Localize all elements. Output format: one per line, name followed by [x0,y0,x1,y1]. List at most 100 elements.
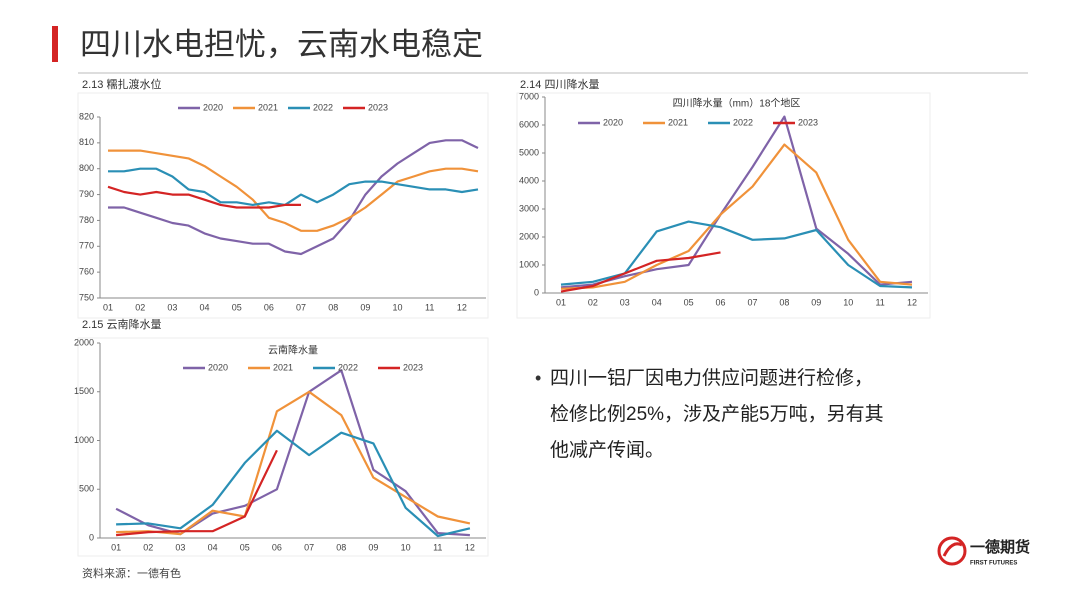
x-tick-label: 04 [652,297,662,307]
legend-label: 2021 [258,102,278,112]
y-tick-label: 4000 [519,175,539,185]
x-tick-label: 02 [588,297,598,307]
series-line [116,429,471,538]
x-tick-label: 10 [401,542,411,552]
chart: 2.13 糯扎渡水位 750 760 770 780 790 800 810 820 01 02 03… [77,77,489,319]
logo-subtitle: FIRST FUTURES [970,561,1017,567]
x-tick-label: 12 [465,542,475,552]
x-tick-label: 05 [232,302,242,312]
y-tick-label: 0 [534,287,539,297]
legend-label: 2021 [273,362,293,372]
x-tick-label: 04 [208,542,218,552]
source: 资料来源：一德有色 [82,566,181,580]
y-tick-label: 1000 [519,259,539,269]
legend-label: 2022 [733,117,753,127]
series-line [108,167,479,206]
y-tick-label: 1000 [74,435,94,445]
x-tick-label: 03 [167,302,177,312]
x-tick-label: 02 [143,542,153,552]
x-tick-label: 05 [240,542,250,552]
chart-caption: 2.13 糯扎渡水位 [82,77,161,91]
series-line [115,449,278,537]
y-tick-label: 6000 [519,119,539,129]
y-tick-label: 780 [79,215,94,225]
series-line [560,143,913,290]
y-tick-label: 500 [79,484,94,494]
x-tick-label: 07 [296,302,306,312]
logo-icon [942,542,963,557]
slide-title: 四川水电担忧，云南水电稳定 [80,27,483,62]
y-tick-label: 2000 [519,231,539,241]
chart-caption: 2.15 云南降水量 [82,317,161,331]
logo-name: 一德期货 [970,538,1030,556]
y-tick-label: 7000 [519,91,539,101]
title-bar [52,26,58,62]
x-tick-label: 05 [684,297,694,307]
logo-icon [937,536,967,566]
x-tick-label: 11 [875,297,884,307]
legend-label: 2023 [403,362,423,372]
legend-label: 2022 [313,102,333,112]
x-tick-label: 08 [328,302,338,312]
series-line [107,185,301,209]
y-tick-label: 0 [89,532,94,542]
y-tick-label: 5000 [519,147,539,157]
series-line [108,149,479,232]
series-line [560,115,913,289]
bullet-line: 检修比例25%，涉及产能5万吨，另有其 [550,403,884,425]
chart-title: 四川降水量（mm）18个地区 [673,97,801,110]
x-tick-label: 01 [103,302,113,312]
bullet-line: 他减产传闻。 [550,439,664,461]
x-tick-label: 04 [200,302,210,312]
series-line [116,390,471,536]
series-line [108,139,479,256]
x-tick-label: 02 [135,302,145,312]
x-tick-label: 10 [393,302,403,312]
x-tick-label: 11 [425,302,434,312]
x-tick-label: 07 [304,542,314,552]
logo: 一德期货 FIRST FUTURES [937,536,1030,567]
x-tick-label: 08 [779,297,789,307]
x-tick-label: 07 [747,297,757,307]
legend-label: 2020 [208,362,228,372]
y-tick-label: 3000 [519,203,539,213]
x-tick-label: 09 [811,297,821,307]
chart-title: 云南降水量 [268,344,318,357]
x-tick-label: 01 [556,297,566,307]
y-tick-label: 800 [79,163,94,173]
x-tick-label: 10 [843,297,853,307]
y-tick-label: 760 [79,267,94,277]
y-tick-label: 2000 [74,337,94,347]
x-tick-label: 11 [433,542,442,552]
y-tick-label: 790 [79,189,94,199]
x-tick-label: 06 [264,302,274,312]
x-tick-label: 01 [111,542,121,552]
x-tick-label: 12 [907,297,917,307]
x-tick-label: 03 [175,542,185,552]
x-tick-label: 06 [272,542,282,552]
x-tick-label: 06 [716,297,726,307]
legend-label: 2022 [338,362,358,372]
series-line [560,251,721,293]
legend-label: 2023 [798,117,818,127]
bullet-line: 四川一铝厂因电力供应问题进行检修， [550,367,873,389]
x-tick-label: 08 [336,542,346,552]
bullet-dot: • [535,368,541,388]
x-tick-label: 09 [360,302,370,312]
x-tick-label: 03 [620,297,630,307]
x-tick-label: 12 [457,302,467,312]
legend-label: 2020 [203,102,223,112]
legend-label: 2023 [368,102,388,112]
y-tick-label: 750 [79,292,94,302]
legend-label: 2021 [668,117,688,127]
y-tick-label: 1500 [74,386,94,396]
y-tick-label: 820 [79,111,94,121]
chart-area [516,92,931,319]
chart-caption: 2.14 四川降水量 [520,77,599,91]
legend-label: 2020 [603,117,623,127]
y-tick-label: 810 [79,137,94,147]
x-tick-label: 09 [368,542,378,552]
